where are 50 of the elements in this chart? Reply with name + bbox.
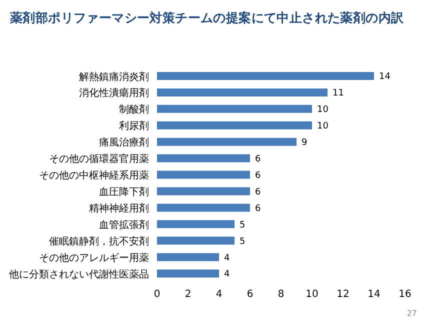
bar xyxy=(157,138,296,146)
bar xyxy=(157,187,250,196)
x-tick-label: 2 xyxy=(184,289,192,300)
bar xyxy=(157,270,219,278)
y-tick-label: 血圧降下剤 xyxy=(99,186,149,198)
data-label: 5 xyxy=(240,236,246,247)
bar xyxy=(157,170,250,179)
bar xyxy=(157,121,312,130)
chart-title: 薬剤部ポリファーマシー対策チームの提案にて中止された薬剤の内訳 xyxy=(10,10,404,27)
x-tick-label: 0 xyxy=(154,289,160,300)
y-tick-label: 制酸剤 xyxy=(119,104,149,116)
x-tick-label: 16 xyxy=(398,289,412,300)
bar xyxy=(157,72,374,80)
y-tick-label: その他の循環器官用薬 xyxy=(49,153,149,166)
x-tick-label: 12 xyxy=(336,289,350,300)
data-label: 6 xyxy=(255,154,261,165)
data-label: 4 xyxy=(224,253,230,264)
data-label: 14 xyxy=(379,72,391,82)
data-label: 6 xyxy=(255,170,261,181)
x-tick-label: 14 xyxy=(368,289,380,300)
data-label: 9 xyxy=(302,138,308,148)
y-tick-label: 痛風治療剤 xyxy=(99,136,149,149)
y-tick-label: 精神神経用剤 xyxy=(89,202,149,214)
data-label: 5 xyxy=(240,220,246,230)
y-tick-label: 解熱鎮痛消炎剤 xyxy=(79,70,149,83)
y-tick-label: その他のアレルギー用薬 xyxy=(39,252,149,264)
text: 27 xyxy=(406,309,417,318)
y-tick-label: 他に分類されない代謝性医薬品 xyxy=(9,268,149,280)
x-tick-label: 4 xyxy=(216,289,222,300)
x-tick-label: 8 xyxy=(278,289,284,300)
data-label: 6 xyxy=(255,187,261,198)
bar xyxy=(157,104,312,113)
bar xyxy=(157,220,234,228)
bar xyxy=(157,204,250,212)
bar xyxy=(157,253,219,262)
data-label: 11 xyxy=(332,88,344,99)
data-label: 6 xyxy=(255,204,261,214)
bar xyxy=(157,88,328,96)
y-tick-label: 催眠鎮静剤，抗不安剤 xyxy=(49,235,149,248)
y-tick-label: その他の中枢神経系用薬 xyxy=(39,170,149,182)
y-tick-label: 利尿剤 xyxy=(119,120,149,132)
y-tick-label: 血管拡張剤 xyxy=(99,218,149,231)
bar xyxy=(157,236,234,245)
data-label: 10 xyxy=(317,105,329,116)
data-label: 4 xyxy=(224,270,230,280)
x-tick-label: 10 xyxy=(306,289,318,300)
x-tick-label: 6 xyxy=(246,289,254,300)
data-label: 10 xyxy=(317,122,329,132)
y-tick-label: 消化性潰瘍用剤 xyxy=(79,87,149,100)
bar xyxy=(157,154,250,162)
